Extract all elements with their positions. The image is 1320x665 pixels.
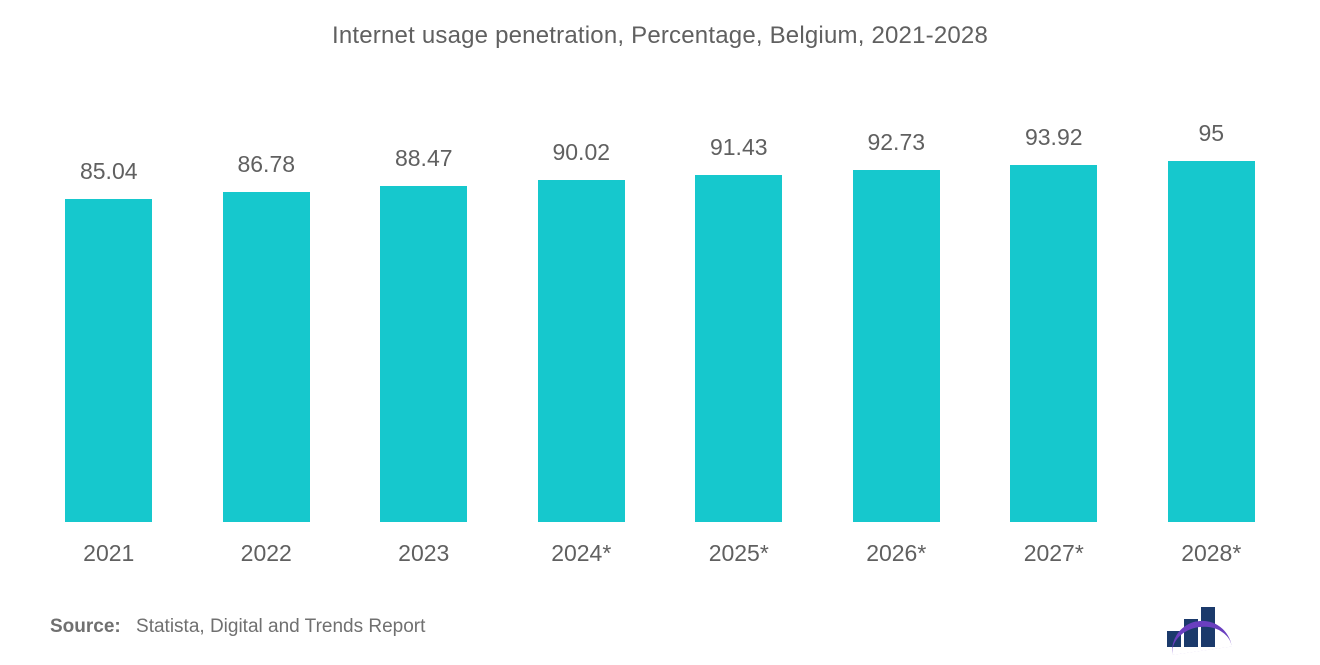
bar-value-label: 85.04 [80,158,138,185]
bar-rect [65,199,152,522]
x-tick-label: 2023 [345,540,503,567]
bar-col: 85.04 [30,98,188,522]
bar-col: 91.43 [660,98,818,522]
x-tick-label: 2025* [660,540,818,567]
bar-value-label: 86.78 [237,151,295,178]
bar-rect [695,175,782,522]
bar-value-label: 92.73 [867,129,925,156]
bar-rect [380,186,467,522]
bar-col: 95 [1133,98,1291,522]
bar-value-label: 90.02 [552,139,610,166]
brand-logo-icon [1167,607,1270,647]
bar-col: 86.78 [188,98,346,522]
bar-value-label: 95 [1198,120,1224,147]
source-line: Source: Statista, Digital and Trends Rep… [50,616,425,638]
title-row: Internet usage penetration, Percentage, … [0,0,1320,58]
x-axis: 2021 2022 2023 2024* 2025* 2026* 2027* 2… [0,522,1320,567]
bar-value-label: 93.92 [1025,124,1083,151]
bar-rect [1010,165,1097,522]
x-tick-label: 2026* [818,540,976,567]
bar-col: 88.47 [345,98,503,522]
source-text: Statista, Digital and Trends Report [136,616,425,637]
x-tick-label: 2022 [188,540,346,567]
bar-value-label: 88.47 [395,145,453,172]
plot-area: 85.04 86.78 88.47 90.02 91.43 92.73 93.9… [0,58,1320,522]
bar-value-label: 91.43 [710,134,768,161]
logo-swoosh [1170,607,1222,647]
bar-rect [223,192,310,522]
x-tick-label: 2021 [30,540,188,567]
chart-title: Internet usage penetration, Percentage, … [0,22,1320,50]
bar-col: 90.02 [503,98,661,522]
bar-col: 93.92 [975,98,1133,522]
bar-col: 92.73 [818,98,976,522]
source-label: Source: [50,616,121,637]
bar-rect [1168,161,1255,522]
x-tick-label: 2027* [975,540,1133,567]
bar-rect [853,170,940,522]
x-tick-label: 2028* [1133,540,1291,567]
x-tick-label: 2024* [503,540,661,567]
bar-rect [538,180,625,522]
chart-container: Internet usage penetration, Percentage, … [0,0,1320,665]
footer-row: Source: Statista, Digital and Trends Rep… [0,567,1320,665]
